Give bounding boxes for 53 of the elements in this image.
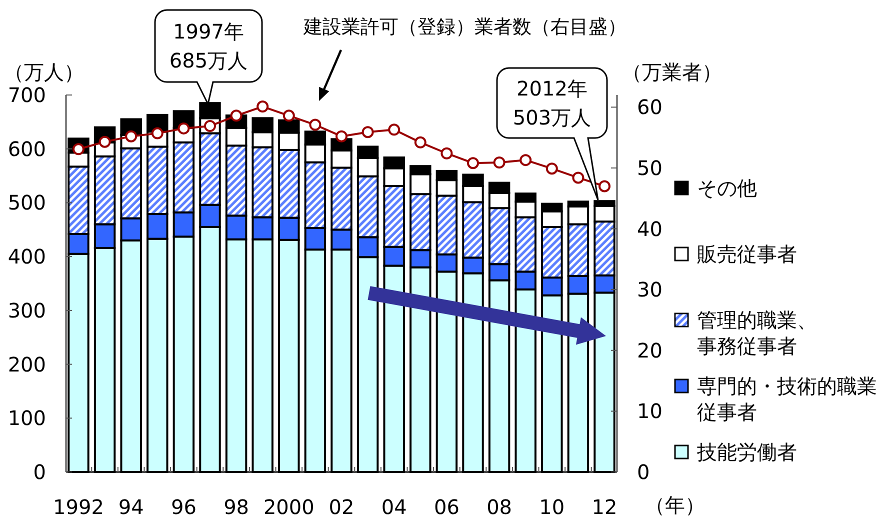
y-tick-label: 500 <box>8 190 46 215</box>
point <box>362 126 374 138</box>
y-tick-label: 200 <box>8 352 46 376</box>
y2-tick-label: 10 <box>637 399 662 424</box>
x-tick-label: 96 <box>170 495 196 516</box>
x-tick-label: 08 <box>486 495 512 516</box>
point <box>282 110 295 122</box>
point <box>572 172 584 184</box>
y-tick-label: 0 <box>33 460 46 484</box>
point <box>598 180 611 192</box>
y2-tick-label: 60 <box>637 95 662 120</box>
annotation: 1997年 685万人 <box>169 20 248 72</box>
y-tick-label: 700 <box>8 83 46 107</box>
y2-tick-label: 50 <box>637 156 662 180</box>
point <box>546 162 558 175</box>
y2-tick-label: 0 <box>637 460 650 484</box>
annotation: 2012年 503万人 <box>512 76 592 130</box>
point <box>493 156 506 168</box>
x-tick-label: 1992 <box>53 495 104 516</box>
point <box>256 100 269 113</box>
point <box>336 130 348 142</box>
y2-tick-label: 20 <box>637 338 662 362</box>
point <box>440 147 453 160</box>
x-tick-label: 94 <box>118 495 144 516</box>
x-tick-label: 04 <box>381 495 407 516</box>
x-tick-label: 2000 <box>263 495 314 516</box>
x-tick-label: 02 <box>328 495 354 516</box>
x-tick-label: 98 <box>224 495 250 516</box>
point <box>388 124 400 136</box>
y-axis-title: （万人） <box>4 60 84 84</box>
legend-label: 技能労働者 <box>696 440 797 464</box>
legend-label: 専門的・技術的職業従事者 <box>697 374 877 424</box>
x-tick-label: 06 <box>434 495 460 516</box>
y-tick-label: 100 <box>8 406 46 430</box>
x-tick-label: 10 <box>539 495 565 516</box>
y-tick-label: 300 <box>8 298 46 322</box>
point <box>414 136 426 148</box>
point <box>309 118 322 131</box>
point <box>98 136 111 148</box>
y2-tick-label: 40 <box>637 216 662 241</box>
x-tick-label: 12 <box>592 495 618 516</box>
y-tick-label: 600 <box>8 136 46 161</box>
point <box>467 157 480 170</box>
y2-axis-title: （万業者） <box>622 60 722 84</box>
point <box>178 122 190 134</box>
y-tick-label: 400 <box>8 244 46 269</box>
legend-label: 販売従事者 <box>697 242 797 266</box>
text: 建設業許可（登録）業者数（右目盛） <box>302 16 626 38</box>
point <box>520 154 532 166</box>
y2-tick-label: 30 <box>637 278 662 302</box>
legend-label: 管理的職業、事務従事者 <box>697 308 817 358</box>
legend-label: その他 <box>697 176 757 200</box>
x-axis-title: （年） <box>645 493 705 516</box>
